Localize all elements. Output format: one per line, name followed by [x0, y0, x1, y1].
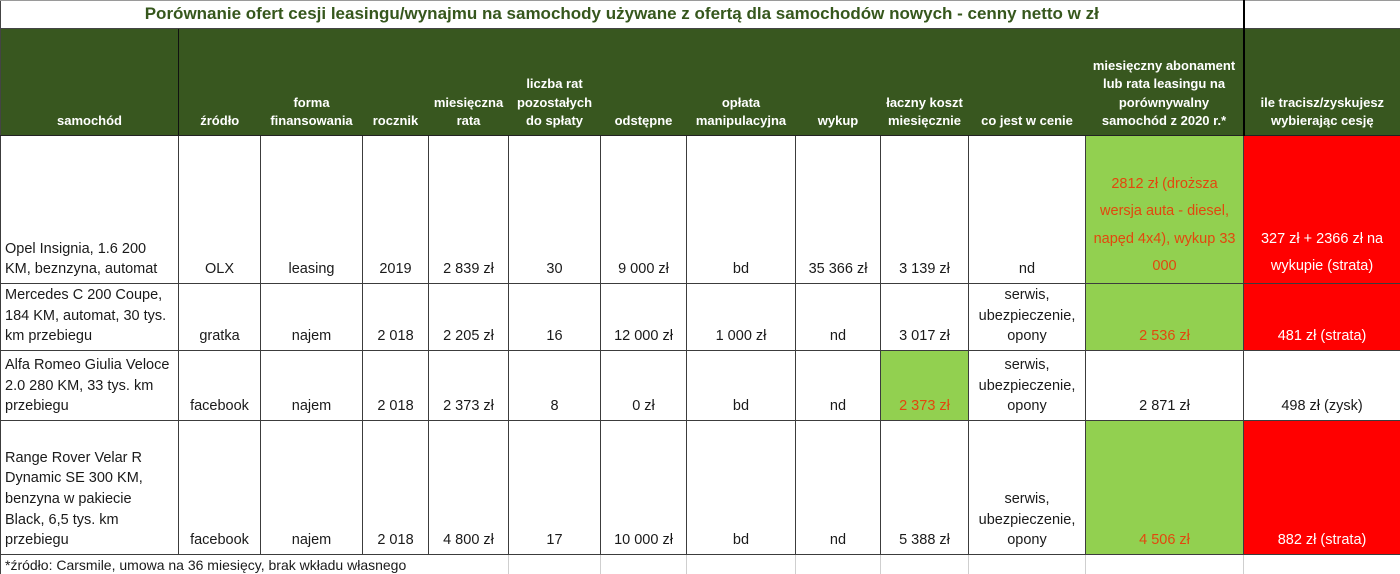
cell-result: 327 zł + 2366 zł na wykupie (strata)	[1243, 135, 1400, 284]
cell-year: 2019	[362, 135, 429, 284]
table-title: Porównanie ofert cesji leasingu/wynajmu …	[0, 0, 1244, 29]
cell-result: 481 zł (strata)	[1243, 283, 1400, 351]
cell-monthly-cost: 2 373 zł	[880, 349, 969, 421]
cell-financing: najem	[260, 349, 363, 421]
table-row: Opel Insignia, 1.6 200 KM, beznzyna, aut…	[0, 135, 1400, 284]
cell-odstepne: 10 000 zł	[600, 419, 687, 555]
cell-new-car-rate: 2812 zł (droższa wersja auta - diesel, n…	[1084, 135, 1245, 284]
cell-new-car-rate: 2 536 zł	[1084, 283, 1245, 351]
cell-car: Range Rover Velar R Dynamic SE 300 KM, b…	[0, 419, 179, 555]
cell-included: serwis, ubezpieczenie, opony	[968, 349, 1086, 421]
table-row: Mercedes C 200 Coupe, 184 KM, automat, 3…	[0, 283, 1400, 351]
cell-buyout: nd	[795, 419, 881, 555]
cell-fee: bd	[686, 135, 796, 284]
cell-buyout: 35 366 zł	[795, 135, 881, 284]
cell-year: 2 018	[362, 419, 429, 555]
footer-empty-cell	[1084, 553, 1244, 574]
footer-empty-cell	[686, 553, 796, 574]
table-row: Range Rover Velar R Dynamic SE 300 KM, b…	[0, 419, 1400, 555]
cell-source: OLX	[178, 135, 261, 284]
col-header-wykup: wykup	[795, 28, 881, 136]
cell-monthly-cost: 5 388 zł	[880, 419, 969, 555]
cell-installments-left: 17	[508, 419, 601, 555]
col-header-rocznik: rocznik	[362, 28, 429, 136]
cell-installment: 2 205 zł	[428, 283, 509, 351]
col-header-odstepne: odstępne	[600, 28, 687, 136]
cell-installments-left: 30	[508, 135, 601, 284]
cell-monthly-cost: 3 017 zł	[880, 283, 969, 351]
cell-included: serwis, ubezpieczenie, opony	[968, 419, 1086, 555]
footer-empty-cell	[600, 553, 687, 574]
cell-installment: 4 800 zł	[428, 419, 509, 555]
cell-source: facebook	[178, 419, 261, 555]
cell-buyout: nd	[795, 349, 881, 421]
cell-installments-left: 16	[508, 283, 601, 351]
cell-installment: 2 839 zł	[428, 135, 509, 284]
footer-empty-cell	[795, 553, 881, 574]
cell-included: nd	[968, 135, 1086, 284]
cell-new-car-rate: 2 871 zł	[1084, 349, 1245, 421]
footer-empty-cell	[508, 553, 601, 574]
col-header-samochod: samochód	[0, 28, 179, 136]
title-spacer-cell	[1242, 0, 1400, 29]
cell-fee: bd	[686, 349, 796, 421]
footer-empty-cell	[1243, 553, 1400, 574]
cell-included: serwis, ubezpieczenie, opony	[968, 283, 1086, 351]
col-header-forma-finansowania: forma finansowania	[260, 28, 363, 136]
cell-fee: bd	[686, 419, 796, 555]
col-header-oplata-manipulacyjna: opłata manipulacyjna	[686, 28, 796, 136]
cell-financing: najem	[260, 419, 363, 555]
col-header-abonament-nowy: miesięczny abonament lub rata leasingu n…	[1085, 28, 1244, 136]
cell-monthly-cost: 3 139 zł	[880, 135, 969, 284]
footer-empty-cell	[968, 553, 1086, 574]
cell-buyout: nd	[795, 283, 881, 351]
cell-financing: najem	[260, 283, 363, 351]
footer-empty-cell	[880, 553, 969, 574]
cell-installments-left: 8	[508, 349, 601, 421]
cell-new-car-rate: 4 506 zł	[1084, 419, 1245, 555]
cell-financing: leasing	[260, 135, 363, 284]
cell-car: Opel Insignia, 1.6 200 KM, beznzyna, aut…	[0, 135, 179, 284]
cell-result: 498 zł (zysk)	[1243, 349, 1400, 421]
cell-odstepne: 9 000 zł	[600, 135, 687, 284]
col-header-laczny-koszt: łaczny koszt miesięcznie	[880, 28, 969, 136]
col-header-liczba-rat: liczba rat pozostałych do spłaty	[508, 28, 601, 136]
cell-source: gratka	[178, 283, 261, 351]
col-header-miesieczna-rata: miesięczna rata	[428, 28, 509, 136]
cell-year: 2 018	[362, 283, 429, 351]
cell-installment: 2 373 zł	[428, 349, 509, 421]
col-header-zrodlo: źródło	[178, 28, 261, 136]
cell-source: facebook	[178, 349, 261, 421]
cell-year: 2 018	[362, 349, 429, 421]
cell-odstepne: 12 000 zł	[600, 283, 687, 351]
cell-result: 882 zł (strata)	[1243, 419, 1400, 555]
cell-fee: 1 000 zł	[686, 283, 796, 351]
header-row: samochód źródło forma finansowania roczn…	[0, 28, 1400, 136]
cell-odstepne: 0 zł	[600, 349, 687, 421]
title-row: Porównanie ofert cesji leasingu/wynajmu …	[0, 0, 1400, 29]
cell-car: Alfa Romeo Giulia Veloce 2.0 280 KM, 33 …	[0, 349, 179, 421]
cell-car: Mercedes C 200 Coupe, 184 KM, automat, 3…	[0, 283, 179, 351]
table-row: Alfa Romeo Giulia Veloce 2.0 280 KM, 33 …	[0, 349, 1400, 421]
col-header-co-jest-w-cenie: co jest w cenie	[968, 28, 1086, 136]
footer-row: *źródło: Carsmile, umowa na 36 miesięcy,…	[0, 553, 1400, 574]
col-header-ile-tracisz: ile tracisz/zyskujesz wybierając cesję	[1242, 28, 1400, 136]
footnote: *źródło: Carsmile, umowa na 36 miesięcy,…	[0, 553, 509, 574]
